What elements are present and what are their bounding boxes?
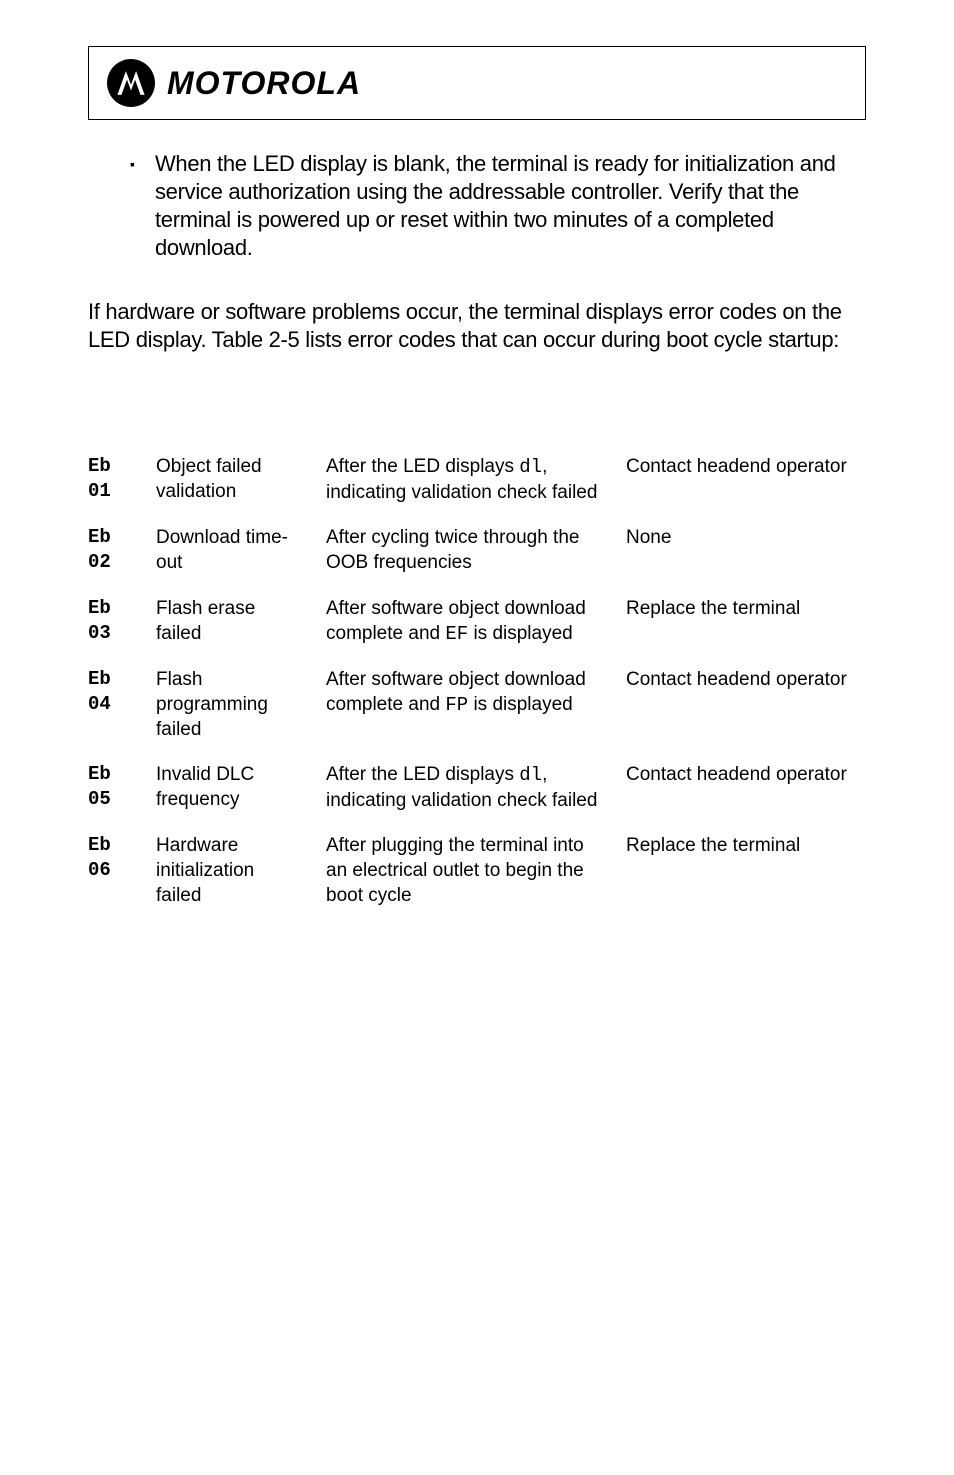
error-code-cell: Eb 01 <box>88 444 156 515</box>
header-brand-box: MOTOROLA <box>88 46 866 120</box>
error-action-cell: Replace the terminal <box>626 586 866 657</box>
error-code-cell: Eb 02 <box>88 515 156 586</box>
when-pre: After the LED displays <box>326 764 519 785</box>
when-mono: FP <box>445 694 468 716</box>
when-post: is displayed <box>468 623 573 644</box>
error-when-cell: After the LED displays dl, indicating va… <box>326 444 626 515</box>
when-mono: dl <box>519 456 542 478</box>
table-row: Eb 06 Hardware initialization failed Aft… <box>88 823 866 919</box>
bullet-block: ▪ When the LED display is blank, the ter… <box>88 150 866 262</box>
code-line1: Eb <box>88 763 111 785</box>
error-code-table: Eb 01 Object failed validation After the… <box>88 444 866 919</box>
when-pre: After the LED displays <box>326 456 519 477</box>
table-row: Eb 02 Download time-out After cycling tw… <box>88 515 866 586</box>
when-mono: dl <box>519 764 542 786</box>
motorola-m-icon <box>114 66 148 100</box>
code-line1: Eb <box>88 668 111 690</box>
code-line2: 06 <box>88 859 111 881</box>
error-desc-cell: Invalid DLC frequency <box>156 752 326 823</box>
bullet-text: When the LED display is blank, the termi… <box>155 150 866 262</box>
error-desc-cell: Hardware initialization failed <box>156 823 326 919</box>
when-mono: EF <box>445 623 468 645</box>
code-line2: 01 <box>88 480 111 502</box>
error-desc-cell: Object failed validation <box>156 444 326 515</box>
error-code-cell: Eb 05 <box>88 752 156 823</box>
error-code-cell: Eb 06 <box>88 823 156 919</box>
error-action-cell: Replace the terminal <box>626 823 866 919</box>
code-line2: 02 <box>88 551 111 573</box>
error-when-cell: After software object download complete … <box>326 657 626 752</box>
when-pre: After cycling twice through the OOB freq… <box>326 527 579 573</box>
code-line1: Eb <box>88 597 111 619</box>
code-line1: Eb <box>88 526 111 548</box>
motorola-logo-icon <box>107 59 155 107</box>
error-when-cell: After plugging the terminal into an elec… <box>326 823 626 919</box>
brand-name: MOTOROLA <box>167 65 361 102</box>
error-desc-cell: Download time-out <box>156 515 326 586</box>
error-action-cell: None <box>626 515 866 586</box>
error-when-cell: After software object download complete … <box>326 586 626 657</box>
code-line2: 05 <box>88 788 111 810</box>
intro-paragraph: If hardware or software problems occur, … <box>88 298 866 354</box>
error-code-cell: Eb 04 <box>88 657 156 752</box>
bullet-marker: ▪ <box>130 150 135 262</box>
error-when-cell: After cycling twice through the OOB freq… <box>326 515 626 586</box>
table-row: Eb 04 Flash programming failed After sof… <box>88 657 866 752</box>
error-code-cell: Eb 03 <box>88 586 156 657</box>
when-post: is displayed <box>468 694 573 715</box>
error-action-cell: Contact headend operator <box>626 752 866 823</box>
error-action-cell: Contact headend operator <box>626 444 866 515</box>
code-line1: Eb <box>88 834 111 856</box>
when-pre: After plugging the terminal into an elec… <box>326 835 584 906</box>
table-row: Eb 03 Flash erase failed After software … <box>88 586 866 657</box>
error-desc-cell: Flash erase failed <box>156 586 326 657</box>
table-row: Eb 01 Object failed validation After the… <box>88 444 866 515</box>
error-desc-cell: Flash programming failed <box>156 657 326 752</box>
code-line2: 04 <box>88 693 111 715</box>
error-when-cell: After the LED displays dl, indicating va… <box>326 752 626 823</box>
error-action-cell: Contact headend operator <box>626 657 866 752</box>
code-line1: Eb <box>88 455 111 477</box>
code-line2: 03 <box>88 622 111 644</box>
table-row: Eb 05 Invalid DLC frequency After the LE… <box>88 752 866 823</box>
